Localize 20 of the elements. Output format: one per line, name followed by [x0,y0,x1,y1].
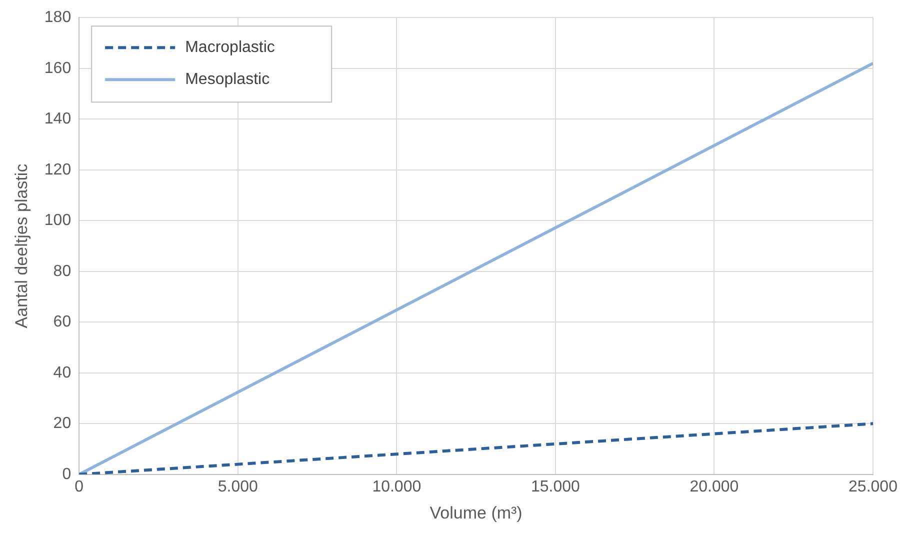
y-tick-label: 160 [44,60,72,77]
y-tick-label: 40 [53,364,72,382]
y-tick-label: 60 [53,314,72,331]
y-tick-label: 120 [44,161,72,178]
y-axis-title: Aantal deeltjes plastic [12,163,31,328]
y-tick-label: 140 [44,110,72,128]
y-tick-label: 100 [44,212,72,230]
x-tick-label: 5.000 [218,478,258,496]
y-tick-label: 180 [44,9,72,26]
y-tick-label: 80 [53,262,72,280]
legend-label: Macroplastic [185,39,275,56]
x-tick-label: 10.000 [372,478,422,496]
y-tick-label: 20 [53,415,72,432]
x-tick-label: 15.000 [530,478,580,496]
legend-label: Mesoplastic [185,71,270,88]
x-tick-label: 0 [74,478,84,496]
y-tick-label: 0 [62,466,72,483]
x-axis-title: Volume (m³) [430,503,522,522]
x-tick-label: 20.000 [690,478,739,496]
x-tick-label: 25.000 [848,478,898,496]
